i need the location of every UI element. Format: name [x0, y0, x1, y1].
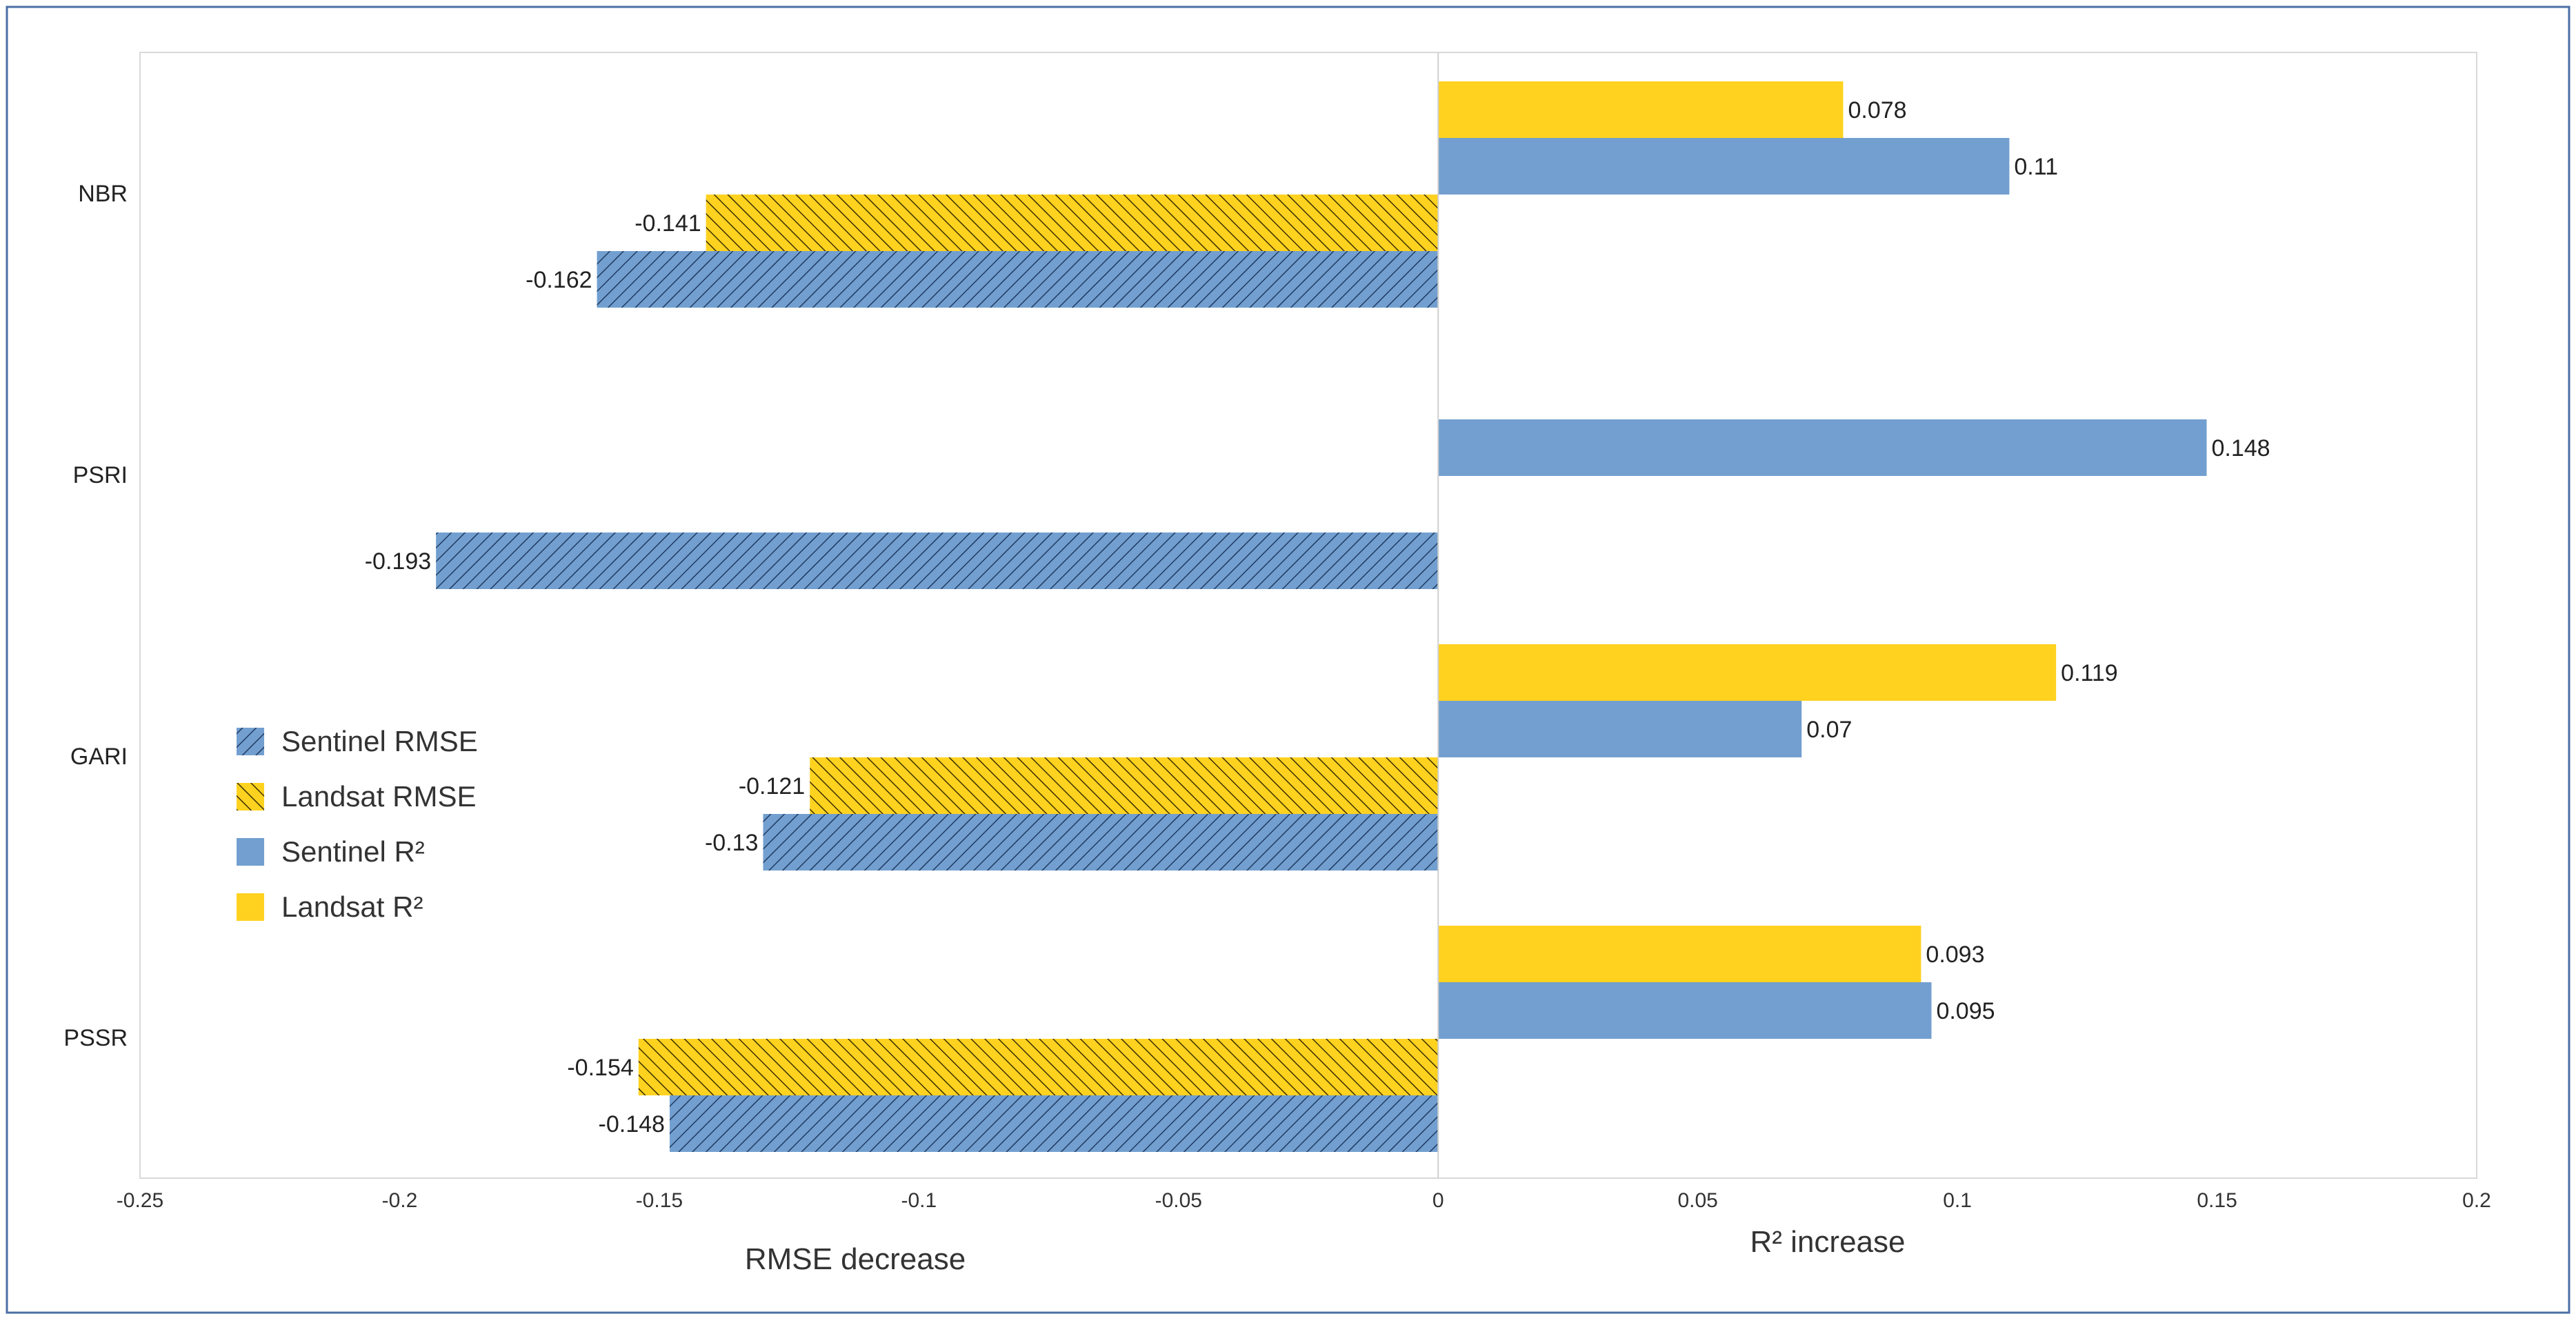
category-label-pssr: PSSR	[63, 1025, 128, 1051]
category-labels-layer: NBR PSRI GARI PSSR	[63, 181, 128, 1051]
data-label-sentinel-rmse-pssr: -0.148	[599, 1111, 665, 1137]
bar-landsat-r2-pssr	[1438, 926, 1921, 982]
x-tick-label: 0.2	[2462, 1189, 2491, 1212]
bar-sentinel-r2-nbr	[1438, 138, 2010, 195]
x-tick-label: -0.25	[117, 1189, 163, 1212]
bar-sentinel-rmse-nbr	[597, 251, 1439, 308]
bar-sentinel-r2-psri	[1438, 419, 2207, 476]
bar-sentinel-rmse-pssr	[669, 1095, 1439, 1152]
x-axis-title-left: RMSE decrease	[745, 1242, 966, 1276]
bar-sentinel-rmse-gari	[763, 814, 1439, 871]
bar-sentinel-rmse-psri	[436, 533, 1439, 589]
bars-layer	[436, 81, 2207, 1152]
data-label-sentinel-r2-pssr: 0.095	[1936, 998, 1995, 1024]
x-tick-label: -0.2	[382, 1189, 418, 1212]
legend-label-landsat-rmse: Landsat RMSE	[281, 780, 476, 813]
legend-label-landsat-r2: Landsat R²	[281, 891, 423, 923]
legend-swatch-sentinel-r2	[237, 838, 264, 866]
bar-landsat-r2-nbr	[1438, 81, 1844, 138]
data-label-sentinel-rmse-gari: -0.13	[705, 830, 759, 856]
category-label-gari: GARI	[70, 744, 128, 770]
data-label-sentinel-rmse-nbr: -0.162	[526, 267, 592, 293]
x-tick-label: -0.1	[901, 1189, 937, 1212]
x-tick-label: 0.15	[2197, 1189, 2237, 1212]
bar-landsat-rmse-pssr	[638, 1039, 1439, 1095]
data-label-sentinel-r2-psri: 0.148	[2211, 435, 2270, 461]
data-label-sentinel-r2-gari: 0.07	[1806, 717, 1852, 743]
data-label-landsat-rmse-gari: -0.121	[739, 773, 805, 799]
data-label-landsat-rmse-nbr: -0.141	[635, 210, 701, 237]
bar-landsat-rmse-gari	[810, 757, 1439, 814]
bar-landsat-r2-gari	[1438, 644, 2057, 701]
category-label-psri: PSRI	[73, 462, 128, 488]
x-tick-label: -0.15	[636, 1189, 683, 1212]
data-label-landsat-r2-nbr: 0.078	[1848, 97, 1906, 123]
category-label-nbr: NBR	[78, 181, 128, 207]
data-label-sentinel-r2-nbr: 0.11	[2014, 154, 2058, 180]
legend-swatch-sentinel-rmse	[237, 728, 264, 755]
data-label-sentinel-rmse-psri: -0.193	[365, 548, 431, 575]
x-tick-label: -0.05	[1155, 1189, 1202, 1212]
data-label-landsat-r2-pssr: 0.093	[1926, 942, 1984, 968]
legend-swatch-landsat-r2	[237, 893, 264, 921]
legend-swatch-landsat-rmse	[237, 783, 264, 810]
data-label-landsat-rmse-pssr: -0.154	[567, 1055, 633, 1081]
legend: Sentinel RMSE Landsat RMSE Sentinel R² Land…	[237, 725, 478, 923]
legend-label-sentinel-r2: Sentinel R²	[281, 835, 425, 868]
bar-landsat-rmse-nbr	[706, 195, 1439, 251]
bar-sentinel-r2-pssr	[1438, 982, 1932, 1039]
bar-sentinel-r2-gari	[1438, 701, 1802, 757]
x-tick-labels-layer: -0.25 -0.2 -0.15 -0.1 -0.05 0 0.05 0.1 0.15 0.2	[117, 1189, 2491, 1212]
data-labels-layer: 0.078 0.11 -0.141 -0.162 0.148 -0.193 0.119 0.0…	[365, 97, 2270, 1137]
x-axis-title-right: R² increase	[1750, 1225, 1906, 1259]
x-tick-label: 0.1	[1943, 1189, 1972, 1212]
x-tick-label: 0.05	[1677, 1189, 1717, 1212]
axis-titles-layer: RMSE decrease R² increase	[745, 1225, 1906, 1276]
legend-label-sentinel-rmse: Sentinel RMSE	[281, 725, 478, 757]
data-label-landsat-r2-gari: 0.119	[2061, 660, 2118, 686]
x-tick-label: 0	[1432, 1189, 1444, 1212]
